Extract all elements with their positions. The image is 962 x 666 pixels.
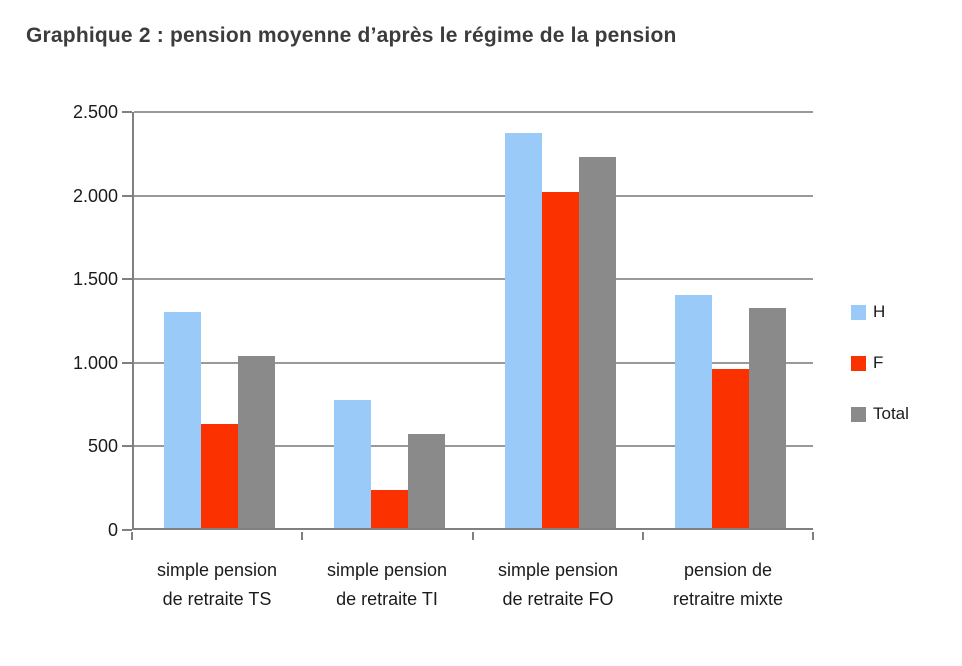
y-axis-label: 1.000 — [72, 352, 118, 373]
x-axis-tick — [472, 532, 474, 540]
chart-title: Graphique 2 : pension moyenne d’après le… — [26, 24, 677, 47]
legend-label: Total — [873, 404, 909, 423]
bar-h-cat4 — [675, 295, 712, 528]
bar-total-cat4 — [749, 308, 786, 528]
legend-item-h: H — [851, 302, 909, 322]
y-axis-label: 2.500 — [72, 102, 118, 122]
y-axis-tick — [122, 445, 132, 448]
y-axis-label: 0 — [107, 520, 118, 540]
bar-h-cat3 — [505, 133, 542, 528]
y-axis-label: 1.500 — [72, 269, 118, 290]
legend-swatch-icon — [851, 304, 866, 320]
y-axis-tick — [122, 529, 132, 531]
bar-f-cat4 — [712, 369, 749, 528]
gridline-2.500 — [134, 111, 813, 113]
x-axis-category-label: simple pension de retraite TI — [326, 560, 448, 609]
legend-item-f: F — [851, 353, 909, 373]
gridline-500 — [134, 445, 813, 448]
gridline-1.500 — [134, 278, 813, 281]
x-axis-category-label: simple pension de retraite FO — [497, 560, 619, 609]
y-axis-tick — [122, 111, 132, 113]
legend-label: F — [873, 353, 884, 372]
bar-h-cat2 — [334, 400, 371, 528]
gridline-1.000 — [134, 361, 813, 364]
x-axis-category-label: simple pension de retraite TS — [156, 560, 278, 609]
x-axis-tick — [301, 532, 303, 540]
bar-f-cat1 — [201, 424, 238, 528]
gridline-2.000 — [134, 194, 813, 197]
bar-total-cat3 — [579, 157, 616, 528]
legend-item-total: Total — [851, 404, 909, 424]
bar-total-cat2 — [408, 434, 445, 528]
y-axis-tick — [122, 361, 132, 364]
plot-area — [132, 111, 813, 530]
legend-swatch-icon — [851, 406, 866, 422]
legend-label: H — [873, 302, 886, 321]
x-axis-category-label: pension de retraitre mixte — [672, 560, 784, 609]
bar-f-cat3 — [542, 192, 579, 528]
legend-swatch-icon — [851, 355, 866, 371]
bar-total-cat1 — [238, 356, 275, 528]
x-axis-tick — [812, 532, 814, 540]
y-axis-label: 500 — [87, 436, 118, 457]
x-axis-tick — [642, 532, 644, 540]
x-axis-tick — [131, 532, 133, 540]
y-axis-label: 2.000 — [72, 185, 118, 206]
y-axis-tick — [122, 278, 132, 281]
chart-legend: H F Total — [851, 302, 909, 424]
bar-h-cat1 — [164, 312, 201, 528]
bar-f-cat2 — [371, 490, 408, 528]
y-axis-tick — [122, 194, 132, 197]
